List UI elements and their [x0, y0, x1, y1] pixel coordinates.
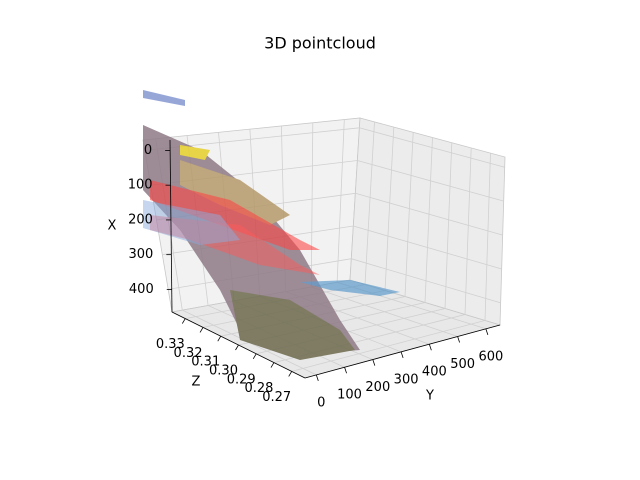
grid-line — [291, 153, 491, 372]
z-tick — [181, 318, 186, 324]
x-axis-label: X — [108, 219, 117, 234]
cloud-streak — [180, 145, 210, 160]
x-tick-label: 0 — [144, 143, 152, 158]
cloud-streak — [143, 90, 185, 106]
z-tick — [235, 344, 239, 351]
z-tick-label: 0.28 — [244, 381, 273, 396]
y-tick-label: 200 — [365, 380, 390, 395]
x-axis-line — [169, 139, 173, 313]
point-cloud — [143, 90, 400, 360]
z-tick-label: 0.30 — [209, 364, 238, 379]
y-tick — [428, 344, 432, 351]
z-tick — [217, 335, 222, 342]
z-tick — [252, 353, 257, 360]
cloud-streak — [150, 215, 320, 275]
y-tick — [457, 336, 460, 343]
cloud-streak — [143, 200, 240, 245]
y-tick — [400, 351, 404, 359]
x-tick-label: 200 — [128, 212, 153, 227]
y-tick-label: 100 — [337, 388, 362, 403]
z-axis-label: Z — [192, 375, 201, 390]
chart-title: 3D pointcloud — [264, 34, 376, 53]
cloud-streak — [150, 180, 320, 250]
cloud-streak — [300, 280, 400, 296]
z-tick — [199, 327, 204, 333]
cloud-body — [180, 160, 290, 225]
z-tick-label: 0.27 — [262, 390, 291, 405]
y-tick — [372, 359, 376, 366]
z-tick — [270, 362, 275, 368]
y-tick-label: 300 — [394, 372, 419, 387]
x-tick-label: 300 — [129, 247, 154, 262]
y-tick — [485, 328, 489, 335]
y-axis-line — [304, 324, 501, 379]
y-tick — [344, 367, 347, 374]
z-tick-label: 0.31 — [191, 355, 220, 370]
y-tick-label: 500 — [450, 357, 475, 372]
y-tick-label: 600 — [478, 349, 503, 364]
y-tick — [315, 374, 319, 382]
y-tick-label: 0 — [317, 395, 325, 410]
x-tick-label: 100 — [128, 178, 153, 193]
z-tick — [288, 371, 293, 377]
z-tick-label: 0.29 — [227, 372, 256, 387]
x-tick-label: 400 — [129, 282, 154, 297]
cloud-body — [230, 290, 355, 360]
grid-line — [144, 127, 505, 168]
y-axis-label: Y — [425, 389, 434, 404]
z-tick-label: 0.33 — [156, 337, 185, 352]
z-tick-label: 0.32 — [174, 346, 203, 361]
y-tick-label: 400 — [422, 365, 447, 380]
